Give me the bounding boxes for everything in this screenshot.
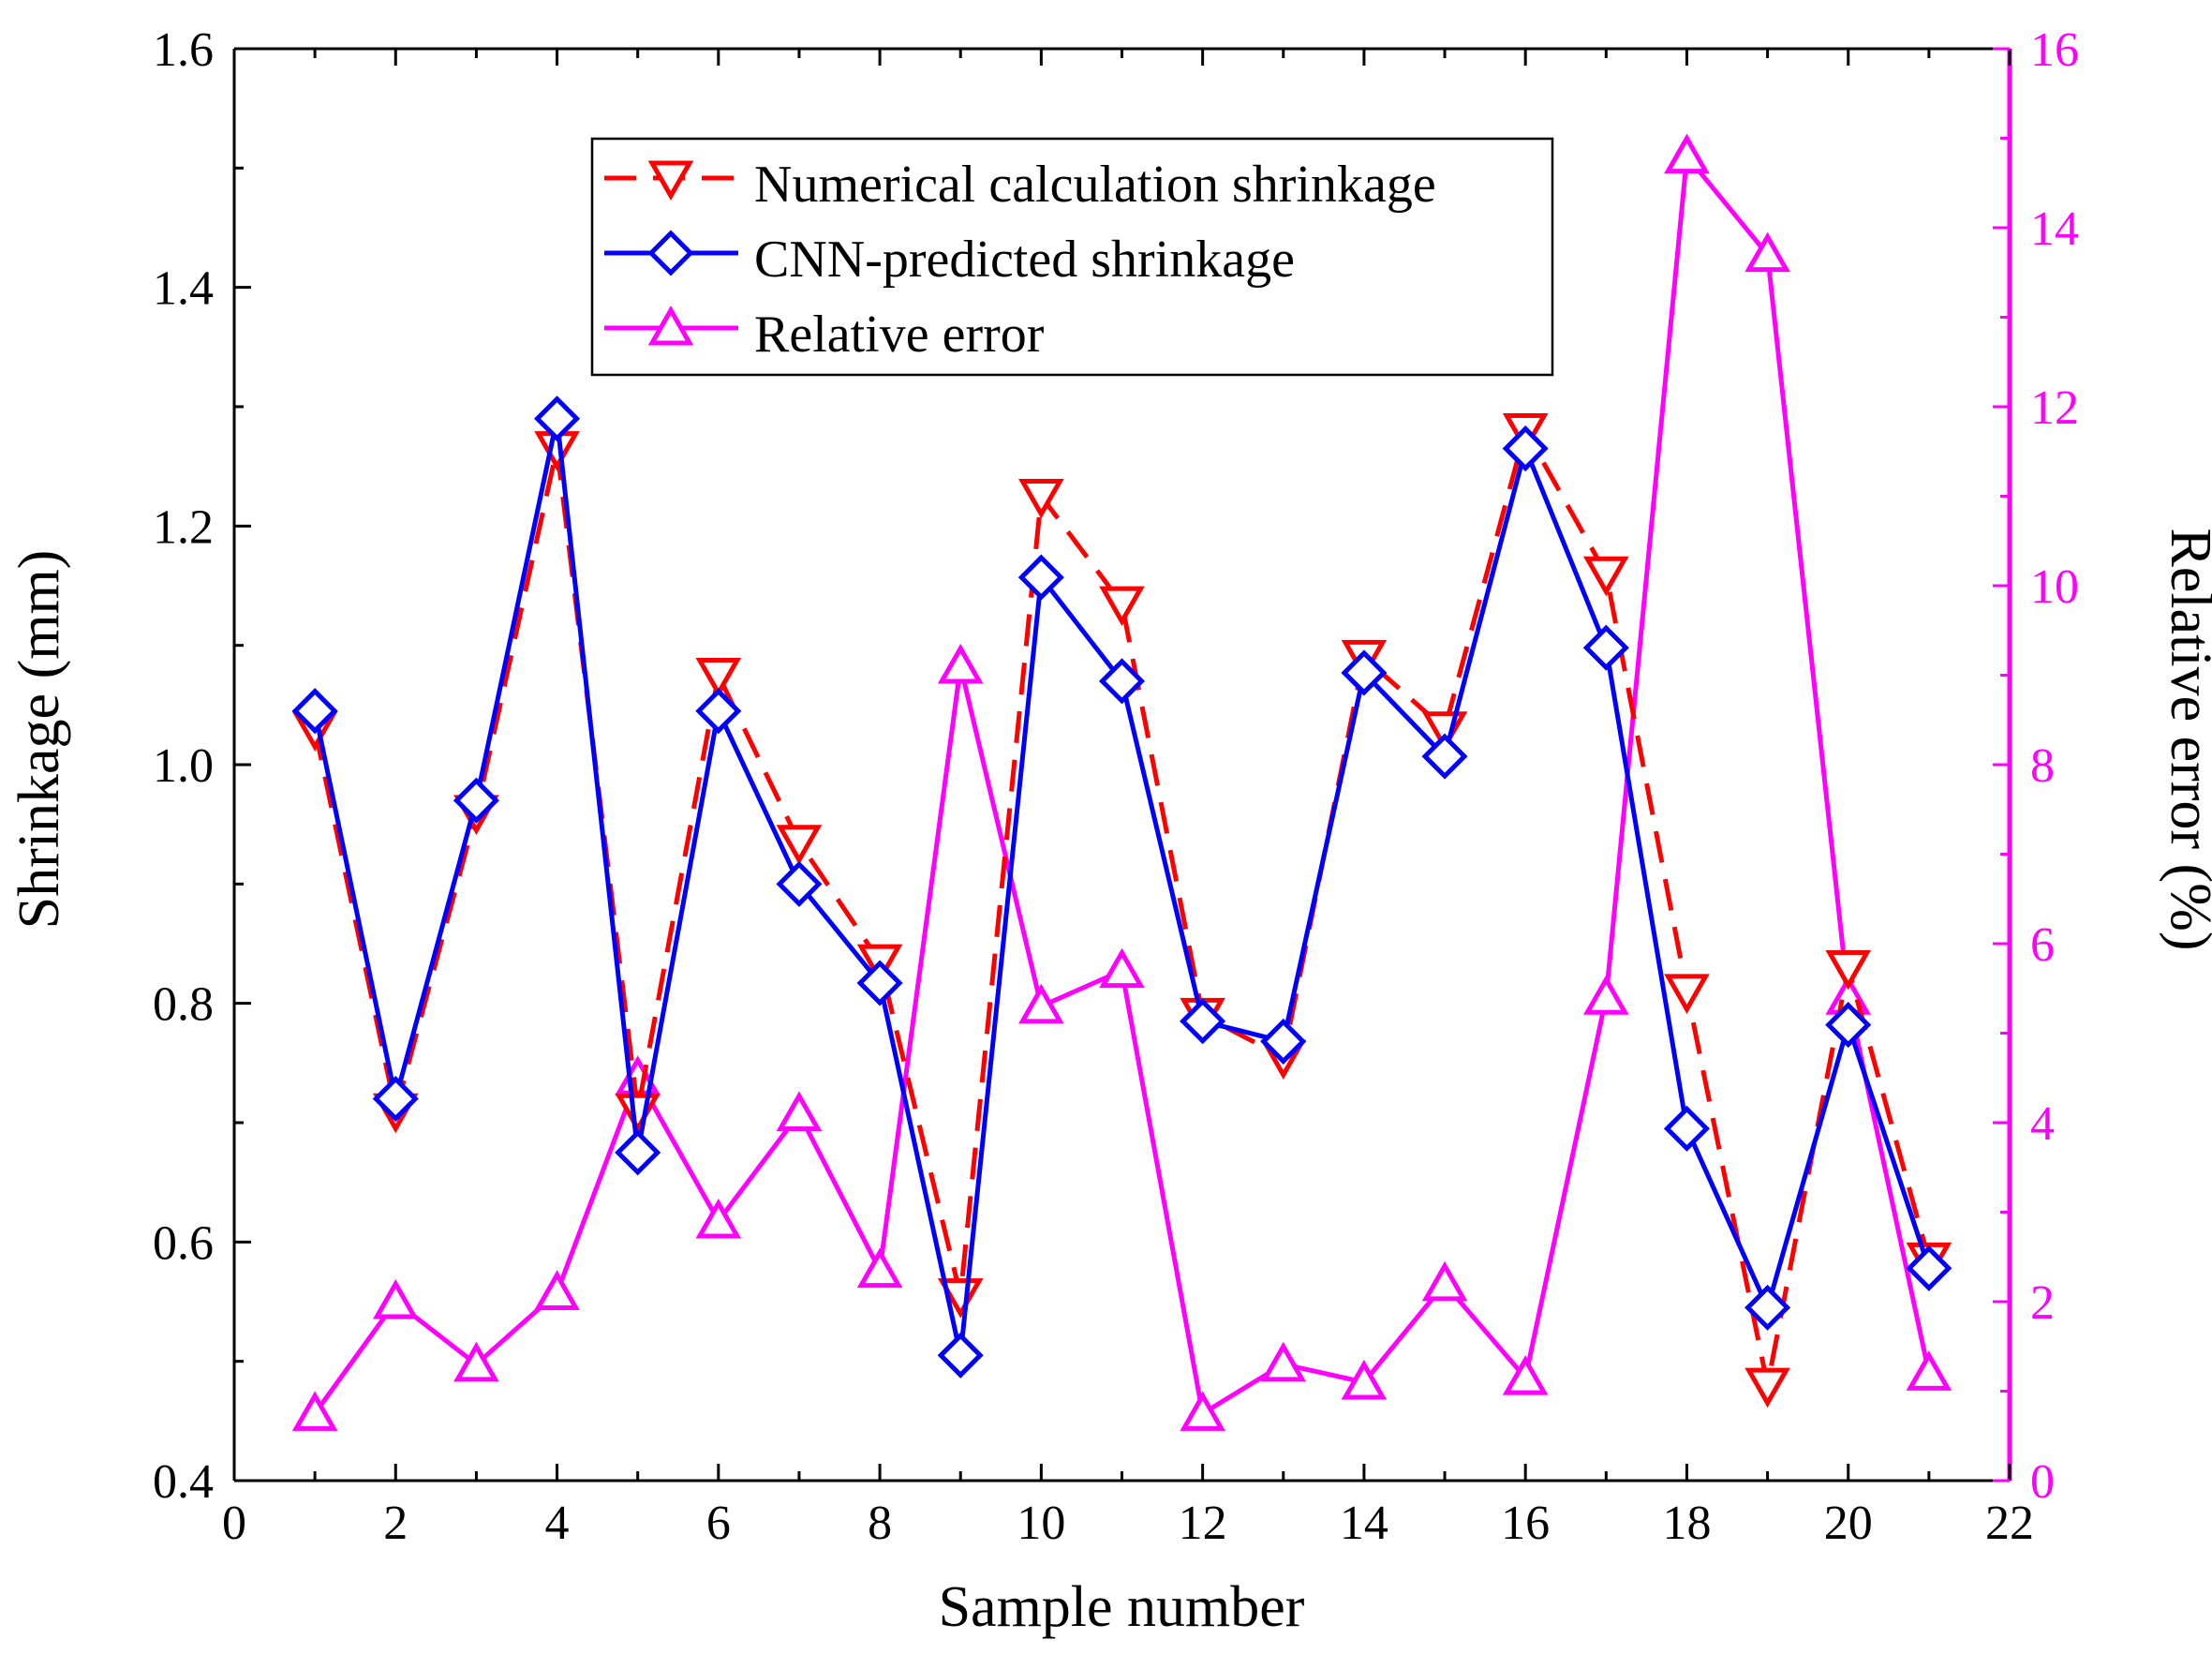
data-point-relative-error xyxy=(1180,1391,1225,1431)
data-point-cnn xyxy=(615,1129,661,1176)
data-point-numerical xyxy=(1018,479,1064,519)
data-point-cnn xyxy=(1825,1002,1872,1049)
y-tick-label: 1.4 xyxy=(153,262,214,316)
x-tick-label: 12 xyxy=(1179,1497,1227,1550)
data-point-cnn xyxy=(856,960,903,1006)
data-point-numerical xyxy=(1825,949,1872,991)
y-tick-label: 0.8 xyxy=(153,978,214,1032)
data-point-relative-error xyxy=(1664,133,1710,174)
data-point-relative-error xyxy=(1421,1260,1468,1302)
data-point-cnn xyxy=(1663,1105,1710,1152)
y2-tick-label: 10 xyxy=(2030,560,2079,614)
legend-marker-numerical xyxy=(647,160,694,201)
y2-tick-label: 0 xyxy=(2030,1455,2055,1509)
data-point-cnn xyxy=(1582,624,1629,671)
data-point-relative-error xyxy=(1260,1341,1307,1382)
data-point-cnn xyxy=(1098,658,1146,705)
data-point-cnn xyxy=(1421,733,1468,780)
y-tick-label: 0.6 xyxy=(153,1216,214,1270)
data-point-cnn xyxy=(291,688,338,735)
data-point-cnn xyxy=(1502,425,1549,472)
data-point-relative-error xyxy=(291,1391,338,1431)
data-point-numerical xyxy=(1664,974,1710,1014)
series-line-numerical xyxy=(312,428,1932,1388)
legend: Numerical calculation shrinkage CNN-pred… xyxy=(590,137,1554,377)
legend-label-cnn: CNN-predicted shrinkage xyxy=(754,231,1295,289)
data-point-cnn xyxy=(1260,1018,1307,1065)
plot-series xyxy=(291,133,1952,1431)
x-tick-label: 8 xyxy=(868,1497,892,1550)
x-tick-label: 20 xyxy=(1824,1497,1873,1550)
data-point-relative-error xyxy=(1099,947,1145,989)
data-point-numerical xyxy=(937,1278,984,1319)
x-tick-label: 6 xyxy=(706,1497,731,1550)
data-point-numerical xyxy=(1583,556,1629,597)
series-numerical xyxy=(291,412,1952,1408)
y-tick-label: 1.0 xyxy=(153,739,214,793)
data-point-numerical xyxy=(1099,586,1145,627)
series-cnn xyxy=(291,395,1952,1378)
y2-axis-title: Relative error (%) xyxy=(2159,529,2212,951)
data-point-numerical xyxy=(776,825,823,865)
data-point-cnn xyxy=(776,860,823,907)
x-tick-label: 22 xyxy=(1985,1497,2034,1550)
x-tick-label: 16 xyxy=(1501,1497,1550,1550)
data-point-relative-error xyxy=(453,1341,499,1382)
legend-label-relative-error: Relative error xyxy=(754,305,1045,364)
x-tick-label: 4 xyxy=(545,1497,570,1550)
data-point-cnn xyxy=(937,1332,984,1378)
series-line-cnn xyxy=(312,416,1932,1358)
y-tick-label: 1.2 xyxy=(153,500,214,554)
data-point-cnn xyxy=(1180,998,1226,1045)
data-point-relative-error xyxy=(937,643,984,684)
y2-tick-label: 4 xyxy=(2030,1097,2055,1151)
data-point-cnn xyxy=(695,688,742,735)
data-point-relative-error xyxy=(1018,983,1064,1024)
y-tick-label: 1.6 xyxy=(153,23,214,77)
data-point-relative-error xyxy=(1341,1359,1388,1400)
y2-tick-label: 16 xyxy=(2030,23,2079,77)
y-tick-label: 0.4 xyxy=(153,1455,214,1509)
data-point-cnn xyxy=(534,395,581,442)
axes: 0 2 4 6 8 10 12 14 16 18 20 220.40.60.81.01.21.41.6… xyxy=(153,23,2079,1550)
data-point-relative-error xyxy=(1744,231,1790,273)
y2-tick-label: 8 xyxy=(2030,739,2055,793)
y2-tick-label: 12 xyxy=(2030,381,2079,435)
data-point-relative-error xyxy=(534,1270,580,1310)
x-axis-title: Sample number xyxy=(939,1575,1305,1639)
legend-label-numerical: Numerical calculation shrinkage xyxy=(754,156,1436,214)
data-point-numerical xyxy=(695,658,742,698)
legend-box xyxy=(590,137,1554,377)
legend-marker-relative-error xyxy=(647,305,694,346)
data-point-relative-error xyxy=(1583,975,1629,1015)
data-point-relative-error xyxy=(856,1247,903,1289)
x-tick-label: 2 xyxy=(383,1497,408,1550)
x-tick-label: 14 xyxy=(1340,1497,1388,1550)
x-tick-label: 10 xyxy=(1017,1497,1065,1550)
data-point-cnn xyxy=(1906,1244,1952,1291)
data-point-relative-error xyxy=(1906,1350,1952,1391)
data-point-cnn xyxy=(1017,554,1064,601)
y2-tick-label: 2 xyxy=(2030,1276,2055,1330)
data-point-relative-error xyxy=(1502,1355,1549,1395)
y2-tick-label: 6 xyxy=(2030,918,2055,972)
data-point-cnn xyxy=(372,1075,419,1123)
x-tick-label: 0 xyxy=(222,1497,246,1550)
legend-marker-cnn xyxy=(647,230,694,276)
data-point-cnn xyxy=(453,777,499,824)
series-relative-error xyxy=(291,133,1952,1431)
x-tick-label: 18 xyxy=(1662,1497,1711,1550)
y2-tick-label: 14 xyxy=(2030,202,2079,256)
data-point-cnn xyxy=(1744,1284,1791,1331)
data-point-relative-error xyxy=(776,1091,823,1131)
y-axis-title: Shrinkage (mm) xyxy=(7,550,71,930)
data-point-relative-error xyxy=(372,1278,419,1319)
data-point-relative-error xyxy=(695,1199,742,1239)
data-point-numerical xyxy=(1744,1367,1790,1408)
data-point-cnn xyxy=(1341,649,1388,696)
